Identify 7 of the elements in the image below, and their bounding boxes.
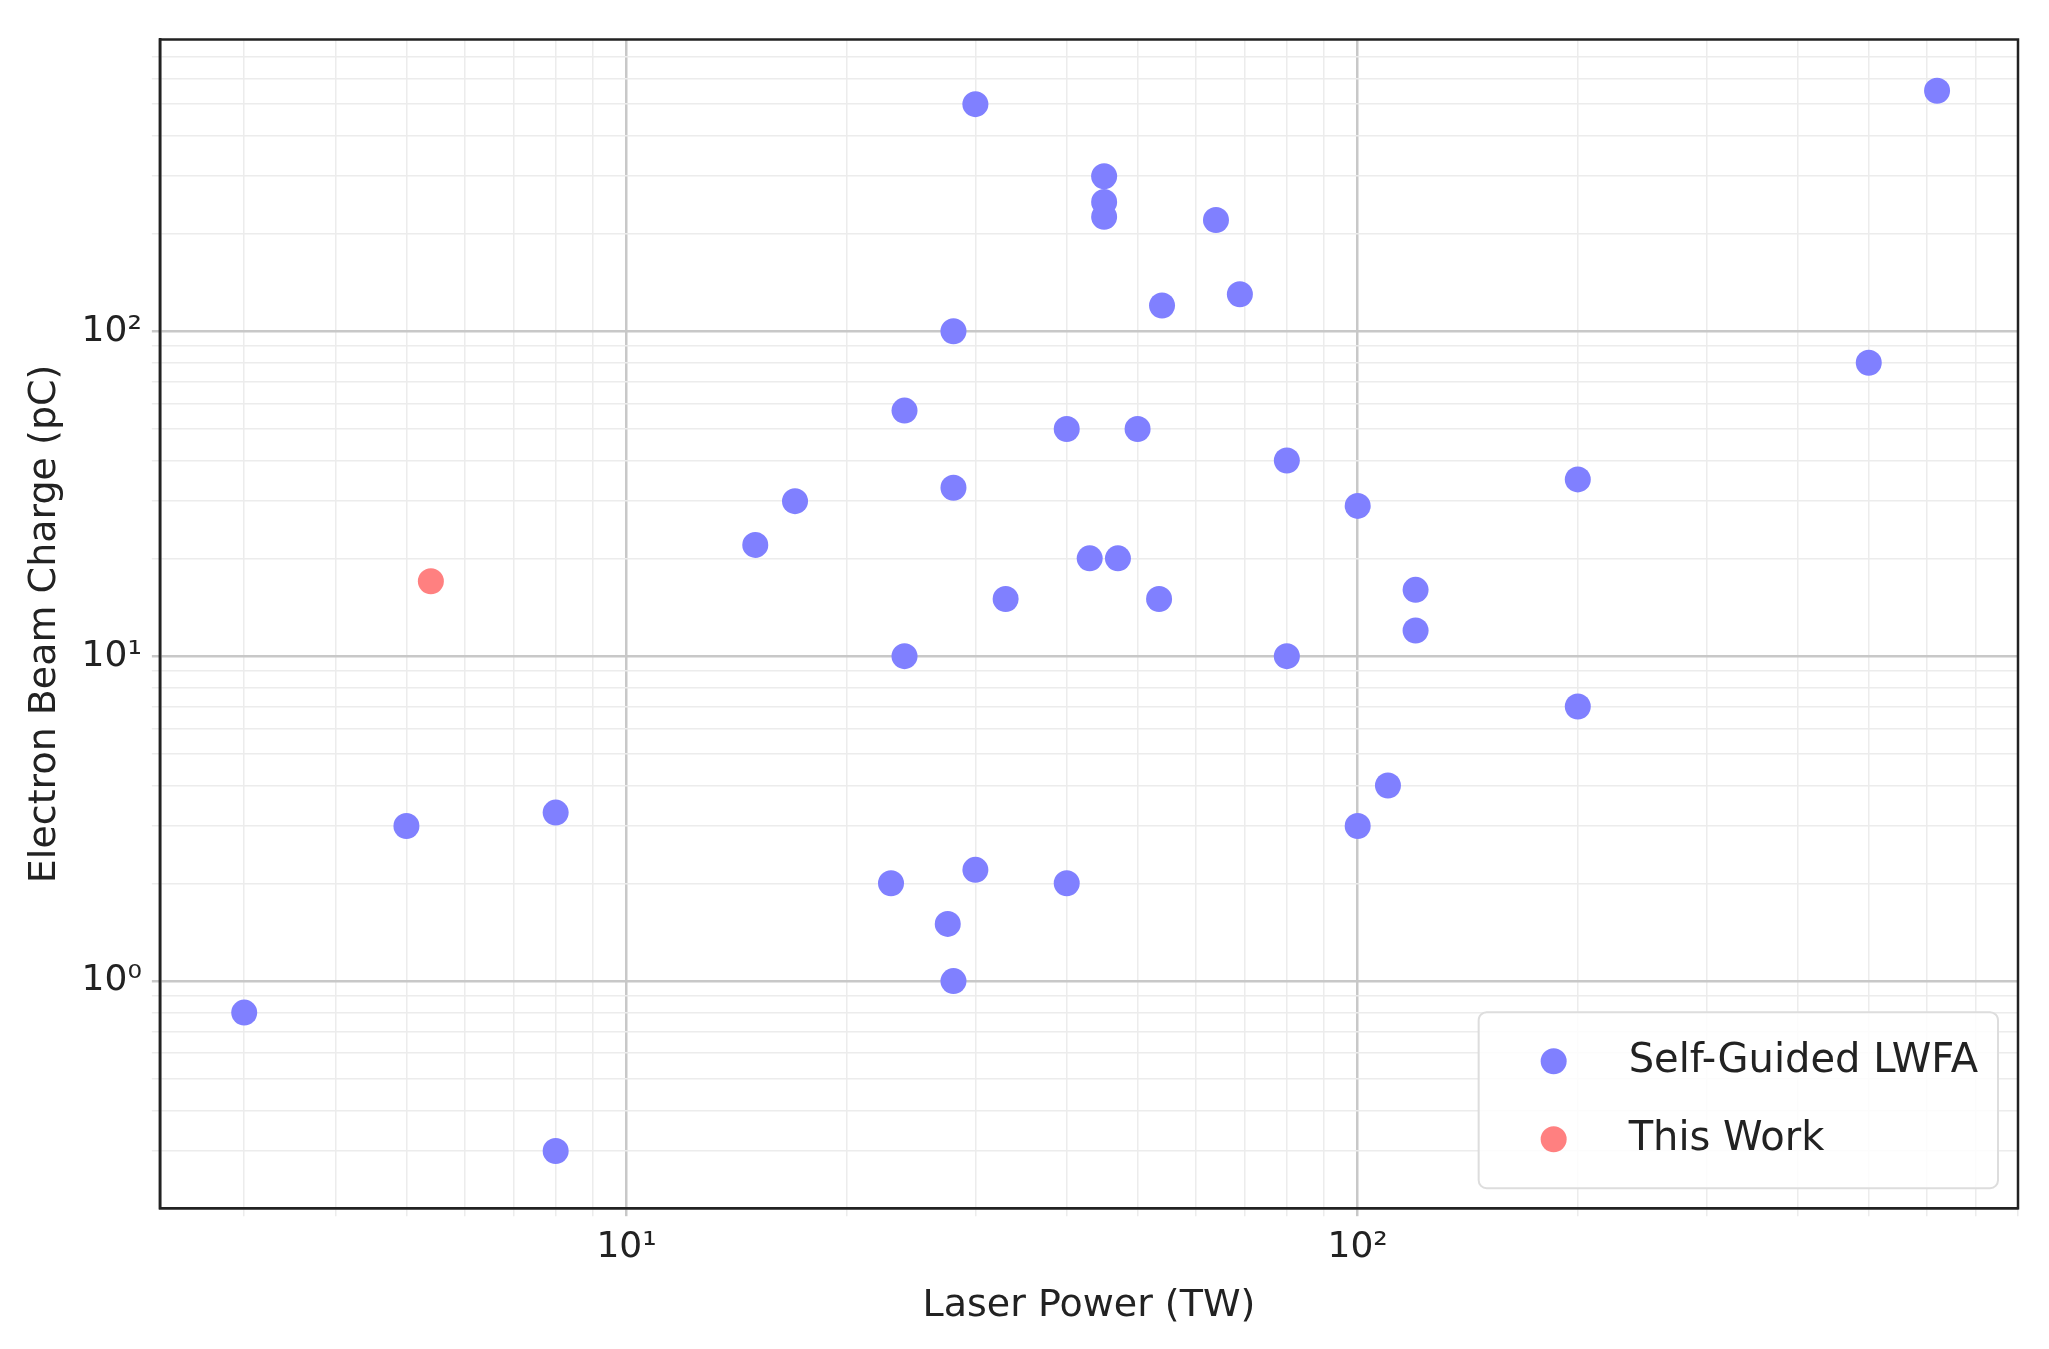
y-tick-label: 10²: [81, 307, 142, 349]
x-axis-title: Laser Power (TW): [922, 1281, 1256, 1326]
y-tick-label: 10⁰: [81, 957, 142, 999]
y-tick-label: 10¹: [81, 632, 142, 674]
legend-label: Self-Guided LWFA: [1628, 1034, 1979, 1081]
y-axis-title: Electron Beam Charge (pC): [19, 364, 64, 884]
legend-label: This Work: [1627, 1112, 1826, 1159]
